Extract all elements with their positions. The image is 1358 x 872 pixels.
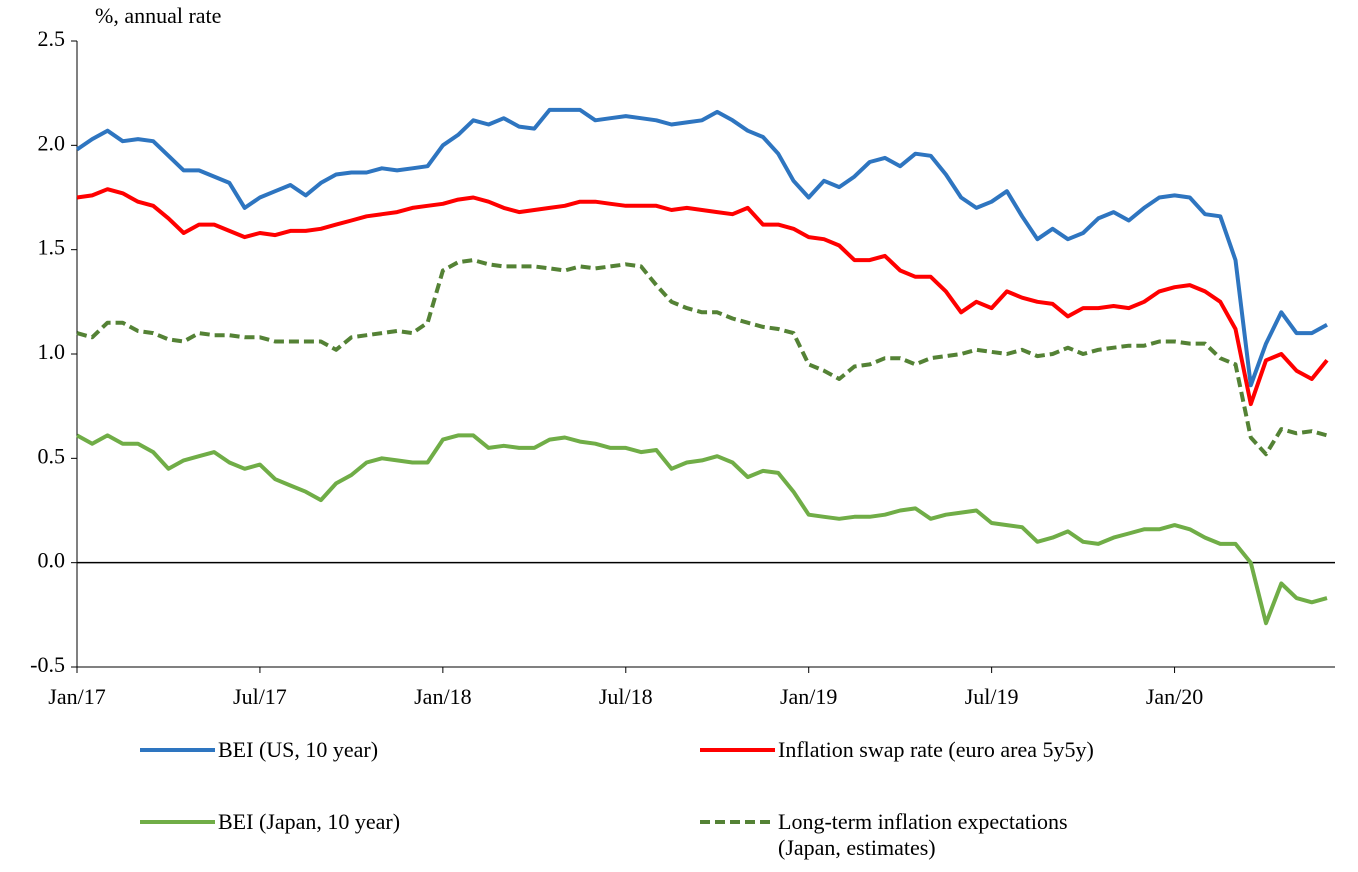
series-line (76, 187, 1329, 407)
y-axis-label: %, annual rate (95, 3, 221, 28)
y-tick-label: 0.5 (38, 443, 66, 468)
series-line (76, 433, 1328, 626)
series-line (75, 107, 1328, 388)
y-tick-label: 0.0 (38, 548, 66, 573)
x-tick-label: Jul/19 (965, 684, 1019, 709)
legend-label: BEI (US, 10 year) (218, 737, 379, 762)
y-tick-label: -0.5 (30, 652, 65, 677)
y-tick-label: 1.0 (38, 339, 66, 364)
y-tick-label: 2.5 (38, 26, 66, 51)
x-tick-label: Jul/18 (599, 684, 653, 709)
legend-label: Long-term inflation expectations (Japan,… (778, 809, 1068, 860)
x-tick-label: Jan/19 (780, 684, 837, 709)
legend-label: Inflation swap rate (euro area 5y5y) (778, 737, 1094, 762)
x-tick-label: Jan/18 (414, 684, 471, 709)
legend-label: BEI (Japan, 10 year) (218, 809, 401, 834)
x-tick-label: Jan/20 (1146, 684, 1203, 709)
y-tick-label: 1.5 (38, 235, 66, 260)
x-tick-label: Jan/17 (48, 684, 105, 709)
x-tick-label: Jul/17 (233, 684, 287, 709)
y-tick-label: 2.0 (38, 130, 66, 155)
series-line (76, 258, 1328, 457)
